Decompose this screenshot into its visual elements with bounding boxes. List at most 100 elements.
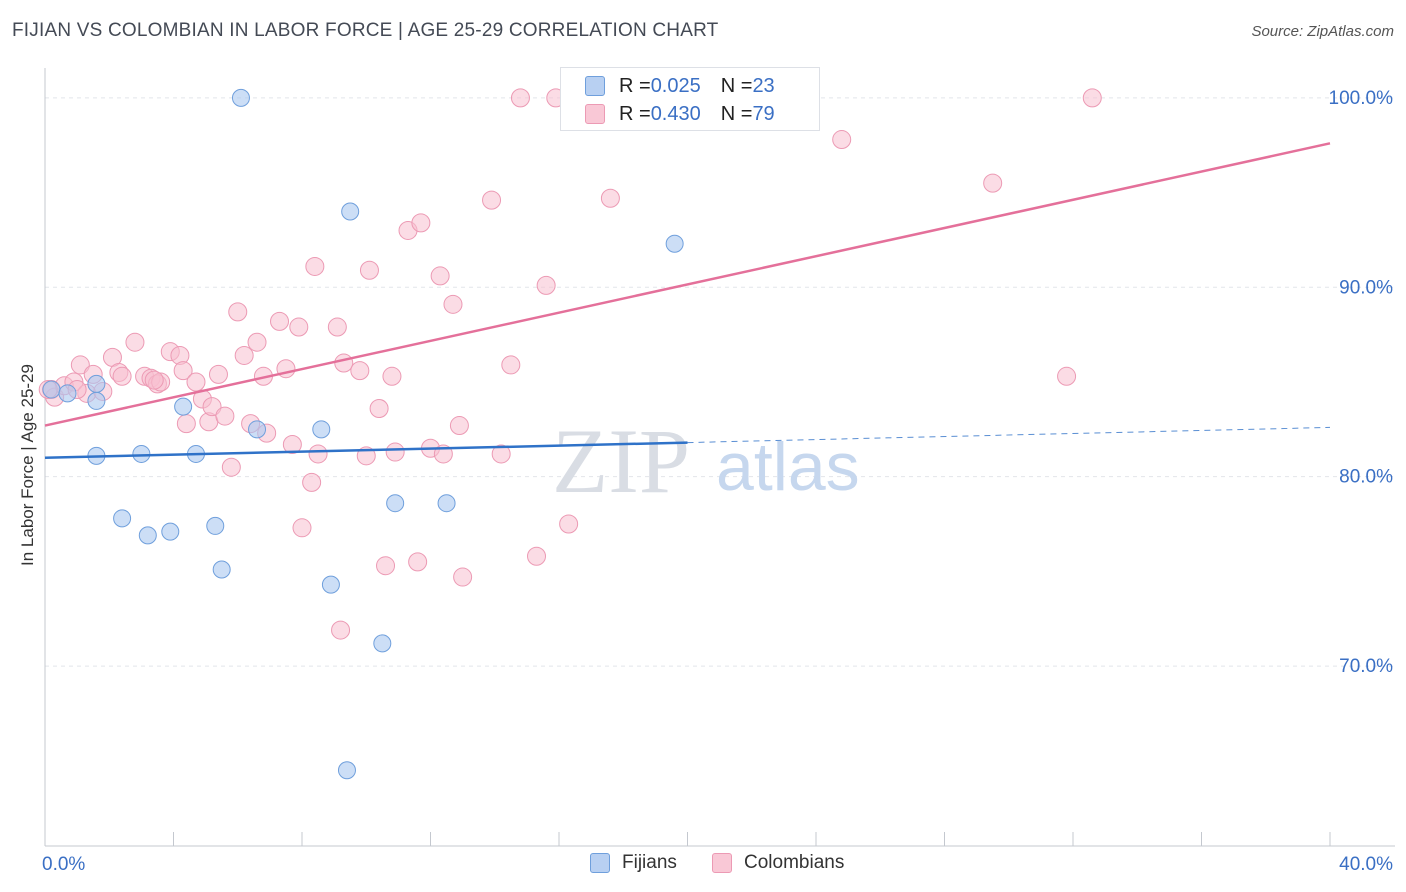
colombian-point <box>376 556 396 576</box>
colombian-point <box>334 353 354 373</box>
fijian-point <box>373 634 392 653</box>
chart-title: FIJIAN VS COLOMBIAN IN LABOR FORCE | AGE… <box>12 20 719 41</box>
colombian-point <box>270 311 290 331</box>
colombian-point <box>202 397 222 417</box>
colombians-trend-line <box>44 142 1331 427</box>
colombian-point <box>527 546 547 566</box>
colombian-point <box>186 372 206 392</box>
colombians-points <box>38 88 1102 640</box>
legend-item-fijians[interactable]: Fijians <box>590 852 677 874</box>
y-tick-label: 70.0% <box>1339 656 1393 677</box>
fijians-n-value: 23 <box>752 74 775 97</box>
legend-row-fijians: R = 0.025 N = 23 <box>585 73 775 99</box>
colombian-point <box>292 518 312 538</box>
fijian-point <box>113 509 132 528</box>
legend-item-colombians[interactable]: Colombians <box>712 852 844 874</box>
colombian-point <box>385 442 405 462</box>
colombian-point <box>308 444 328 464</box>
y-tick-label: 80.0% <box>1339 467 1393 488</box>
colombian-point <box>449 416 469 436</box>
x-tick-label: 0.0% <box>42 854 85 875</box>
colombians-legend-label: Colombians <box>744 852 845 873</box>
watermark-atlas: atlas <box>716 429 860 505</box>
tick-labels: 100.0% 90.0% 80.0% 70.0% 0.0% 40.0% <box>42 88 1393 875</box>
colombian-point <box>228 302 248 322</box>
colombian-point <box>501 355 521 375</box>
fijians-trend-extension <box>687 426 1331 444</box>
colombians-r-label: R = <box>619 102 651 125</box>
fijian-point <box>337 761 356 780</box>
colombian-point <box>282 434 302 454</box>
fijian-point <box>87 391 106 410</box>
fijian-point <box>87 374 106 393</box>
colombian-point <box>482 190 502 210</box>
fijians-r-value: 0.025 <box>650 74 701 97</box>
colombian-point <box>983 173 1003 193</box>
colombian-point <box>221 457 241 477</box>
source-label: Source: ZipAtlas.com <box>1251 23 1394 40</box>
fijian-point <box>248 420 267 439</box>
fijian-point <box>386 494 405 513</box>
y-tick-label: 100.0% <box>1329 88 1394 109</box>
colombian-point <box>215 406 235 426</box>
colombian-point <box>331 620 351 640</box>
colombian-point <box>125 332 145 352</box>
colombians-swatch <box>585 104 605 124</box>
fijians-r-label: R = <box>619 74 651 97</box>
correlation-legend: R = 0.025 N = 23 R = 0.430 N = 79 <box>560 67 820 131</box>
series-legend: Fijians Colombians <box>0 852 1406 878</box>
fijian-point <box>231 88 250 107</box>
fijian-point <box>174 397 193 416</box>
colombian-point <box>369 398 389 418</box>
colombian-point <box>600 188 620 208</box>
fijian-point <box>212 560 231 579</box>
colombians-n-label: N = <box>720 102 753 125</box>
fijian-point <box>321 575 340 594</box>
colombian-point <box>559 514 579 534</box>
colombian-point <box>305 256 325 276</box>
colombian-point <box>408 552 428 572</box>
colombian-point <box>1082 88 1102 108</box>
fijians-swatch <box>585 76 605 96</box>
fijian-point <box>437 494 456 513</box>
fijian-point <box>138 526 157 545</box>
colombians-r-value: 0.430 <box>650 102 701 125</box>
colombian-point <box>536 275 556 295</box>
colombian-point <box>350 361 370 381</box>
colombian-point <box>382 366 402 386</box>
fijian-point <box>161 522 180 541</box>
colombians-n-value: 79 <box>752 102 775 125</box>
x-tick-label: 40.0% <box>1339 854 1393 875</box>
colombian-point <box>453 567 473 587</box>
fijians-trend-line <box>44 441 688 459</box>
colombian-point <box>289 317 309 337</box>
colombian-point <box>176 414 196 434</box>
fijian-point <box>312 420 331 439</box>
colombian-point <box>832 130 852 150</box>
colombian-point <box>234 345 254 365</box>
colombian-point <box>70 355 90 375</box>
colombian-point <box>302 472 322 492</box>
colombian-point <box>208 364 228 384</box>
colombian-point <box>144 370 164 390</box>
fijians-n-label: N = <box>720 74 753 97</box>
colombian-point <box>112 366 132 386</box>
watermark-zip: ZIP <box>552 410 690 512</box>
colombian-point <box>247 332 267 352</box>
fijian-point <box>206 516 225 535</box>
y-tick-label: 90.0% <box>1339 277 1393 298</box>
colombian-point <box>411 213 431 233</box>
fijians-legend-label: Fijians <box>622 852 677 873</box>
fijians-legend-swatch <box>590 853 610 873</box>
colombian-point <box>443 294 463 314</box>
legend-row-colombians: R = 0.430 N = 79 <box>585 101 775 127</box>
colombian-point <box>1057 366 1077 386</box>
fijian-point <box>341 202 360 221</box>
colombian-point <box>491 444 511 464</box>
colombian-point <box>327 317 347 337</box>
watermark: ZIP atlas <box>552 410 860 512</box>
colombian-point <box>359 260 379 280</box>
fijian-point <box>42 380 61 399</box>
colombian-point <box>430 266 450 286</box>
